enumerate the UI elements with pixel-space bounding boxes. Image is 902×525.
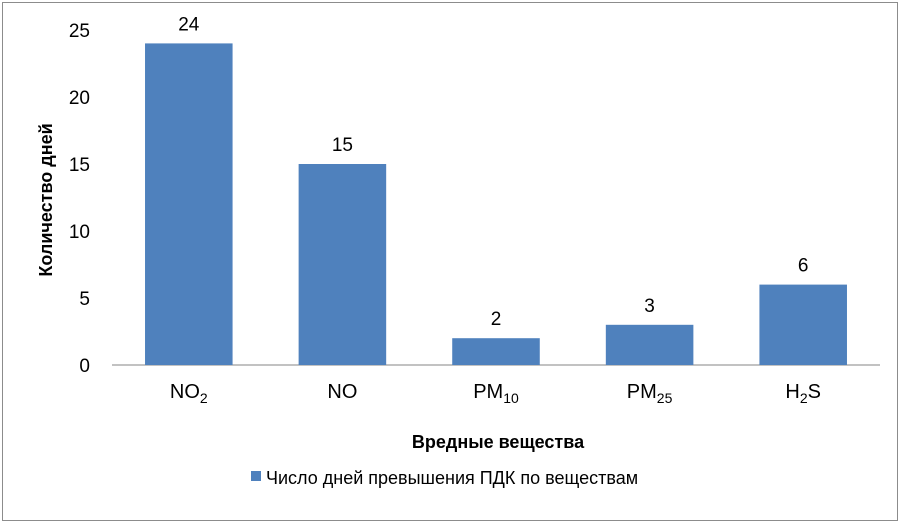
bars-group <box>145 43 847 366</box>
x-tick-label: H2S <box>785 381 821 406</box>
bar <box>452 338 540 365</box>
y-tick-label: 0 <box>79 356 90 377</box>
data-label: 3 <box>644 296 655 317</box>
legend-label: Число дней превышения ПДК по веществам <box>266 468 638 488</box>
y-tick-label: 5 <box>79 289 90 310</box>
x-tick-label: PM10 <box>473 381 519 406</box>
data-label: 15 <box>332 135 353 156</box>
x-tick-label: NO2 <box>170 381 208 406</box>
bar <box>759 284 847 365</box>
y-axis-title: Количество дней <box>36 123 56 276</box>
data-label: 6 <box>798 256 809 277</box>
y-axis-ticks: 0 5 10 15 20 25 <box>69 21 90 377</box>
x-axis-title: Вредные вещества <box>412 432 585 452</box>
x-tick-label: PM25 <box>627 381 673 406</box>
data-label: 2 <box>491 309 502 330</box>
legend-swatch <box>251 471 261 481</box>
y-tick-label: 25 <box>69 21 90 42</box>
y-tick-label: 10 <box>69 222 90 243</box>
data-label: 24 <box>178 14 200 35</box>
y-tick-label: 15 <box>69 155 90 176</box>
legend: Число дней превышения ПДК по веществам <box>251 468 638 488</box>
bar <box>605 324 694 365</box>
x-axis-categories: NO2 NO PM10 PM25 H2S <box>170 381 821 406</box>
data-labels: 24 15 2 3 6 <box>178 14 808 330</box>
y-tick-label: 20 <box>69 88 90 109</box>
x-tick-label: NO <box>327 381 357 403</box>
bar <box>298 164 387 365</box>
bar <box>145 43 233 366</box>
